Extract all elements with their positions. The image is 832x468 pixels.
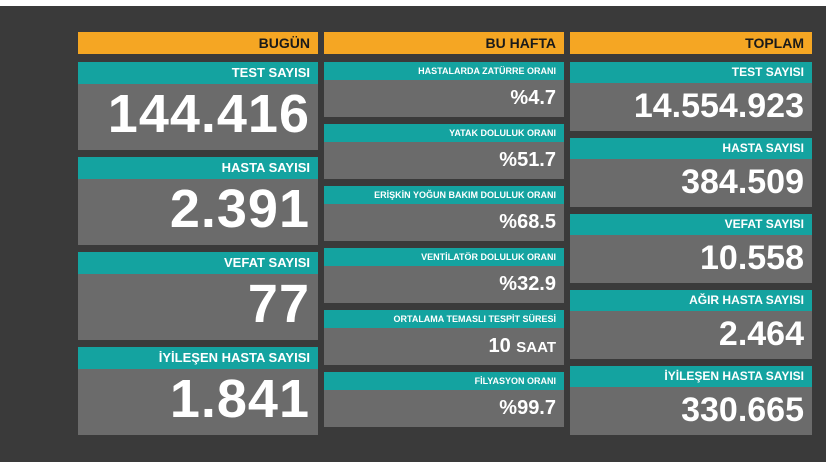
total-patient-card: HASTA SAYISI 384.509 <box>570 138 812 207</box>
today-patient-label: HASTA SAYISI <box>78 157 318 179</box>
stats-board: BUGÜN TEST SAYISI 144.416 HASTA SAYISI 2… <box>0 6 826 462</box>
total-recovered-label: İYİLEŞEN HASTA SAYISI <box>570 366 812 387</box>
week-bed-label: YATAK DOLULUK ORANI <box>324 124 564 142</box>
week-icu-label: ERİŞKİN YOĞUN BAKIM DOLULUK ORANI <box>324 186 564 204</box>
total-death-value: 10.558 <box>700 239 804 277</box>
today-recovered-value: 1.841 <box>169 369 310 429</box>
week-bed-value: %51.7 <box>499 149 556 171</box>
week-contact-number: 10 <box>488 335 511 357</box>
week-filiation-label: FİLYASYON ORANI <box>324 372 564 390</box>
week-filiation-card: FİLYASYON ORANI %99.7 <box>324 372 564 427</box>
week-bed-card: YATAK DOLULUK ORANI %51.7 <box>324 124 564 179</box>
total-recovered-card: İYİLEŞEN HASTA SAYISI 330.665 <box>570 366 812 435</box>
week-ventilator-card: VENTİLATÖR DOLULUK ORANI %32.9 <box>324 248 564 303</box>
today-patient-card: HASTA SAYISI 2.391 <box>78 157 318 245</box>
week-pneumonia-value: %4.7 <box>510 87 556 109</box>
week-contact-card: ORTALAMA TEMASLI TESPİT SÜRESİ 10 SAAT <box>324 310 564 365</box>
today-death-card: VEFAT SAYISI 77 <box>78 252 318 340</box>
week-icu-card: ERİŞKİN YOĞUN BAKIM DOLULUK ORANI %68.5 <box>324 186 564 241</box>
today-patient-value: 2.391 <box>169 179 310 239</box>
total-test-label: TEST SAYISI <box>570 62 812 83</box>
week-filiation-value: %99.7 <box>499 397 556 419</box>
week-column: BU HAFTA HASTALARDA ZATÜRRE ORANI %4.7 Y… <box>324 32 564 427</box>
today-column: BUGÜN TEST SAYISI 144.416 HASTA SAYISI 2… <box>78 32 318 435</box>
today-recovered-card: İYİLEŞEN HASTA SAYISI 1.841 <box>78 347 318 435</box>
week-header: BU HAFTA <box>324 32 564 54</box>
today-test-card: TEST SAYISI 144.416 <box>78 62 318 150</box>
week-contact-label: ORTALAMA TEMASLI TESPİT SÜRESİ <box>324 310 564 328</box>
total-header: TOPLAM <box>570 32 812 54</box>
total-severe-card: AĞIR HASTA SAYISI 2.464 <box>570 290 812 359</box>
today-death-label: VEFAT SAYISI <box>78 252 318 274</box>
week-ventilator-label: VENTİLATÖR DOLULUK ORANI <box>324 248 564 266</box>
today-header: BUGÜN <box>78 32 318 54</box>
week-contact-unit: SAAT <box>516 339 556 356</box>
today-test-label: TEST SAYISI <box>78 62 318 84</box>
today-test-value: 144.416 <box>107 84 310 144</box>
total-recovered-value: 330.665 <box>681 391 804 429</box>
total-death-card: VEFAT SAYISI 10.558 <box>570 214 812 283</box>
total-severe-label: AĞIR HASTA SAYISI <box>570 290 812 311</box>
today-recovered-label: İYİLEŞEN HASTA SAYISI <box>78 347 318 369</box>
week-icu-value: %68.5 <box>499 211 556 233</box>
total-test-card: TEST SAYISI 14.554.923 <box>570 62 812 131</box>
total-patient-value: 384.509 <box>681 163 804 201</box>
week-ventilator-value: %32.9 <box>499 273 556 295</box>
total-test-value: 14.554.923 <box>633 87 804 125</box>
total-death-label: VEFAT SAYISI <box>570 214 812 235</box>
total-severe-value: 2.464 <box>718 315 804 353</box>
total-patient-label: HASTA SAYISI <box>570 138 812 159</box>
week-contact-value: 10 SAAT <box>324 328 564 366</box>
today-death-value: 77 <box>247 274 310 334</box>
total-column: TOPLAM TEST SAYISI 14.554.923 HASTA SAYI… <box>570 32 812 435</box>
week-pneumonia-card: HASTALARDA ZATÜRRE ORANI %4.7 <box>324 62 564 117</box>
week-pneumonia-label: HASTALARDA ZATÜRRE ORANI <box>324 62 564 80</box>
